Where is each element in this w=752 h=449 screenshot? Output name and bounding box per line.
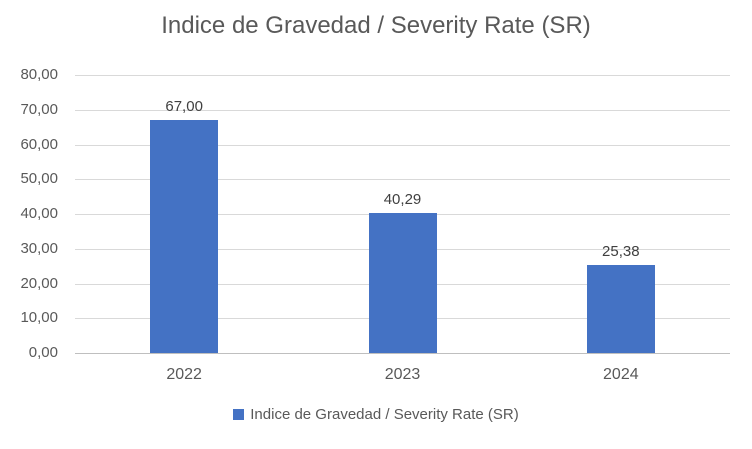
bar-2022 [150,120,219,353]
x-axis-label-2024: 2024 [603,366,639,383]
y-axis-tick-label: 30,00 [20,239,58,257]
bar-value-label: 67,00 [165,98,203,116]
y-axis-tick-label: 10,00 [20,309,58,327]
chart-title: Indice de Gravedad / Severity Rate (SR) [161,12,591,39]
bar-2023 [368,213,437,353]
x-axis-label-2022: 2022 [166,366,202,383]
y-axis-tick-label: 50,00 [20,170,58,188]
y-axis-tick-label: 80,00 [20,66,58,83]
gridline [75,109,730,111]
bar-value-label: 40,29 [383,190,422,208]
plot-area [75,75,730,354]
gridline [75,75,730,76]
bar-2024 [586,264,655,353]
y-axis-tick-label: 70,00 [20,100,58,118]
legend-swatch-icon [233,409,245,420]
y-axis-tick-label: 60,00 [20,135,58,153]
y-axis-tick-label: 40,00 [20,205,58,222]
legend-label: Indice de Gravedad / Severity Rate (SR) [250,406,519,423]
y-axis-tick-label: 0,00 [28,344,58,361]
y-axis-tick-label: 20,00 [20,274,58,292]
legend: Indice de Gravedad / Severity Rate (SR) [0,406,752,423]
gridline [75,179,730,181]
gridline [75,144,730,146]
x-axis-label-2023: 2023 [384,366,421,383]
x-axis-line [75,353,730,354]
bar-value-label: 25,38 [602,242,640,260]
